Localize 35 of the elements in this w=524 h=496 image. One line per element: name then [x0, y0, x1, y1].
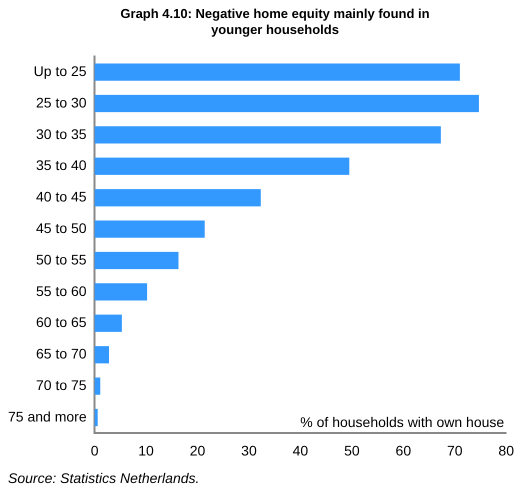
y-tick-label: Up to 25 — [34, 62, 87, 79]
x-tick-label: 20 — [190, 442, 206, 458]
source-note: Source: Statistics Netherlands. — [8, 470, 200, 486]
x-tick-label: 30 — [241, 442, 257, 458]
x-tick-label: 0 — [90, 442, 99, 458]
y-tick-label: 45 to 50 — [36, 220, 87, 236]
y-tick-label: 55 to 60 — [36, 282, 87, 299]
x-tick-label: 40 — [292, 442, 308, 458]
bar — [94, 189, 261, 206]
bar — [94, 346, 110, 364]
y-tick-label: 40 to 45 — [36, 188, 87, 205]
x-tick-label: 50 — [344, 442, 360, 458]
bar — [94, 220, 205, 238]
y-tick-label: 70 to 75 — [36, 376, 87, 393]
bar — [94, 158, 350, 175]
y-tick-label: 25 to 30 — [36, 94, 87, 110]
chart-title: Graph 4.10: Negative home equity mainly found in younger households — [119, 6, 431, 38]
x-tick-label: 60 — [396, 442, 412, 458]
y-tick-label: 60 to 65 — [36, 314, 87, 330]
bar — [94, 283, 148, 301]
bar — [94, 126, 441, 144]
bar — [94, 63, 460, 81]
bar — [94, 314, 122, 332]
x-tick-label: 70 — [446, 442, 463, 458]
bar — [94, 94, 479, 112]
bar — [94, 252, 178, 270]
bar — [94, 377, 100, 395]
x-tick-label: 80 — [498, 442, 514, 458]
x-axis-title: % of households with own house — [300, 414, 504, 430]
x-tick-label: 10 — [138, 442, 154, 458]
y-tick-label: 30 to 35 — [36, 126, 87, 142]
y-tick-label: 35 to 40 — [36, 157, 87, 174]
y-tick-label: 50 to 55 — [36, 251, 87, 268]
y-tick-label: 65 to 70 — [36, 346, 87, 362]
y-tick-label: 75 and more — [8, 408, 87, 424]
